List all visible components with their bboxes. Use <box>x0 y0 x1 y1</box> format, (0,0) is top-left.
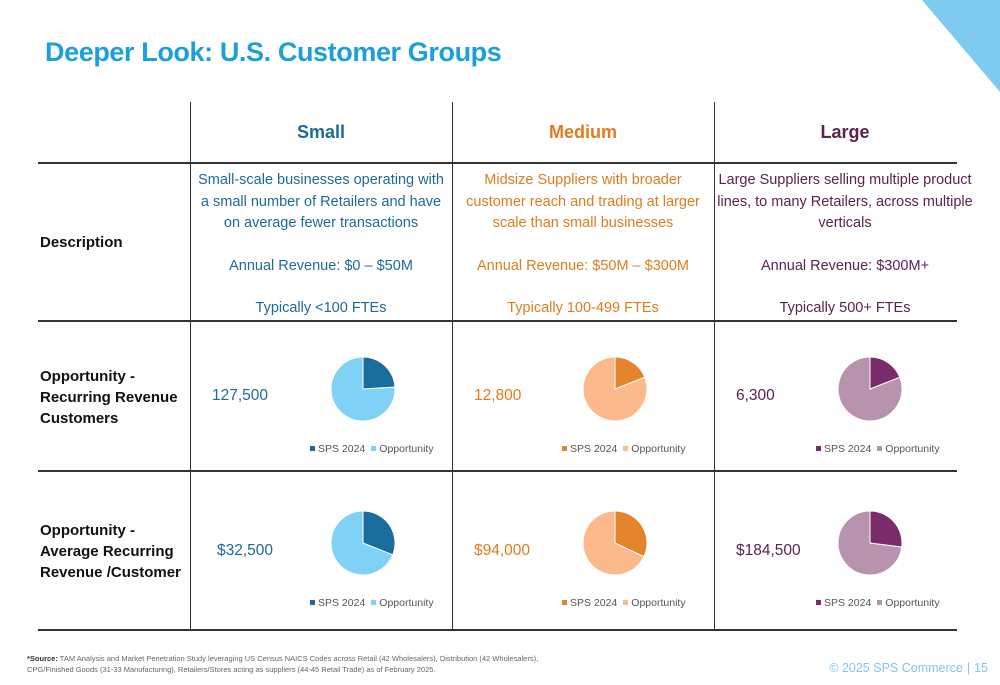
pie-customers-medium <box>582 356 648 422</box>
pie-chart <box>330 510 396 576</box>
source-label: *Source: <box>27 654 58 663</box>
legend-label-sps: SPS 2024 <box>570 443 618 455</box>
divider <box>452 102 453 630</box>
column-header-small: Small <box>296 122 346 142</box>
legend-swatch-opportunity <box>877 446 883 451</box>
pie-legend: SPS 2024 Opportunity <box>562 597 686 609</box>
pie-legend: SPS 2024 Opportunity <box>310 597 434 609</box>
description-text: Midsize Suppliers with broader customer … <box>466 172 700 231</box>
description-large: Large Suppliers selling multiple product… <box>717 170 973 320</box>
pie-chart <box>582 510 648 576</box>
pie-chart <box>837 510 903 576</box>
footer: © 2025 SPS Commerce | 15 <box>829 661 988 675</box>
pie-chart <box>330 356 396 422</box>
row-label-description: Description <box>40 234 123 251</box>
ftes-text: Typically <100 FTEs <box>255 300 387 316</box>
ftes-text: Typically 100-499 FTEs <box>507 300 659 316</box>
customers-value-small: 127,500 <box>212 387 269 404</box>
source-note: *Source: TAM Analysis and Market Penetra… <box>27 654 547 675</box>
legend-label-opportunity: Opportunity <box>885 597 940 609</box>
pie-chart <box>837 356 903 422</box>
legend-label-opportunity: Opportunity <box>885 443 940 455</box>
legend-swatch-sps <box>816 446 821 451</box>
legend-label-sps: SPS 2024 <box>318 597 366 609</box>
divider <box>38 162 957 164</box>
pie-legend: SPS 2024 Opportunity <box>562 443 686 455</box>
source-text: TAM Analysis and Market Penetration Stud… <box>27 654 539 674</box>
divider <box>714 102 715 630</box>
revenue-text: Annual Revenue: $0 – $50M <box>229 257 413 274</box>
divider <box>38 470 957 472</box>
legend-swatch-sps <box>562 600 567 605</box>
legend-label-sps: SPS 2024 <box>318 443 366 455</box>
column-header-medium: Medium <box>548 122 617 142</box>
legend-label-opportunity: Opportunity <box>379 597 434 609</box>
pie-slice-sps-2024 <box>362 510 396 556</box>
pie-slice-sps-2024 <box>869 510 903 548</box>
legend-swatch-opportunity <box>371 600 377 605</box>
footer-separator: | <box>966 661 971 675</box>
description-text: Large Suppliers selling multiple product… <box>717 172 973 231</box>
legend-swatch-opportunity <box>623 600 629 605</box>
legend-swatch-opportunity <box>371 446 377 451</box>
arr-value-large: $184,500 <box>736 542 801 559</box>
legend-swatch-sps <box>562 446 567 451</box>
revenue-text: Annual Revenue: $300M+ <box>760 257 930 274</box>
ftes-text: Typically 500+ FTEs <box>779 300 911 316</box>
corner-accent <box>922 0 1000 92</box>
customers-value-medium: 12,800 <box>474 387 522 404</box>
pie-slice-sps-2024 <box>614 356 646 390</box>
legend-label-sps: SPS 2024 <box>824 597 872 609</box>
pie-legend: SPS 2024 Opportunity <box>816 597 940 609</box>
column-header-large: Large <box>820 122 870 142</box>
revenue-text: Annual Revenue: $50M – $300M <box>476 257 689 274</box>
pie-slice-opportunity <box>330 510 394 576</box>
pie-slice-opportunity <box>582 510 645 576</box>
copyright: © 2025 SPS Commerce <box>829 661 963 675</box>
pie-chart <box>582 356 648 422</box>
description-small: Small-scale businesses operating with a … <box>193 170 449 320</box>
legend-swatch-opportunity <box>877 600 883 605</box>
arr-value-medium: $94,000 <box>474 542 531 559</box>
legend-swatch-sps <box>310 446 315 451</box>
legend-swatch-opportunity <box>623 446 629 451</box>
customers-value-large: 6,300 <box>736 387 775 404</box>
pie-customers-small <box>330 356 396 422</box>
page-number: 15 <box>974 661 988 675</box>
page-title: Deeper Look: U.S. Customer Groups <box>45 37 502 67</box>
legend-label-opportunity: Opportunity <box>631 597 686 609</box>
pie-customers-large <box>837 356 903 422</box>
description-text: Small-scale businesses operating with a … <box>198 172 444 231</box>
pie-slice-sps-2024 <box>614 510 648 558</box>
divider <box>190 102 191 630</box>
pie-arr-small <box>330 510 396 576</box>
pie-slice-sps-2024 <box>362 356 396 390</box>
pie-legend: SPS 2024 Opportunity <box>816 443 940 455</box>
legend-label-opportunity: Opportunity <box>631 443 686 455</box>
divider <box>38 629 957 631</box>
legend-swatch-sps <box>816 600 821 605</box>
row-label-customers: Opportunity - Recurring Revenue Customer… <box>40 368 178 427</box>
legend-label-sps: SPS 2024 <box>570 597 618 609</box>
pie-arr-large <box>837 510 903 576</box>
divider <box>38 320 957 322</box>
legend-label-opportunity: Opportunity <box>379 443 434 455</box>
legend-swatch-sps <box>310 600 315 605</box>
arr-value-small: $32,500 <box>217 542 274 559</box>
row-label-arr: Opportunity - Average Recurring Revenue … <box>40 522 181 581</box>
legend-label-sps: SPS 2024 <box>824 443 872 455</box>
pie-legend: SPS 2024 Opportunity <box>310 443 434 455</box>
pie-arr-medium <box>582 510 648 576</box>
description-medium: Midsize Suppliers with broader customer … <box>455 170 711 320</box>
pie-slice-sps-2024 <box>869 356 901 390</box>
